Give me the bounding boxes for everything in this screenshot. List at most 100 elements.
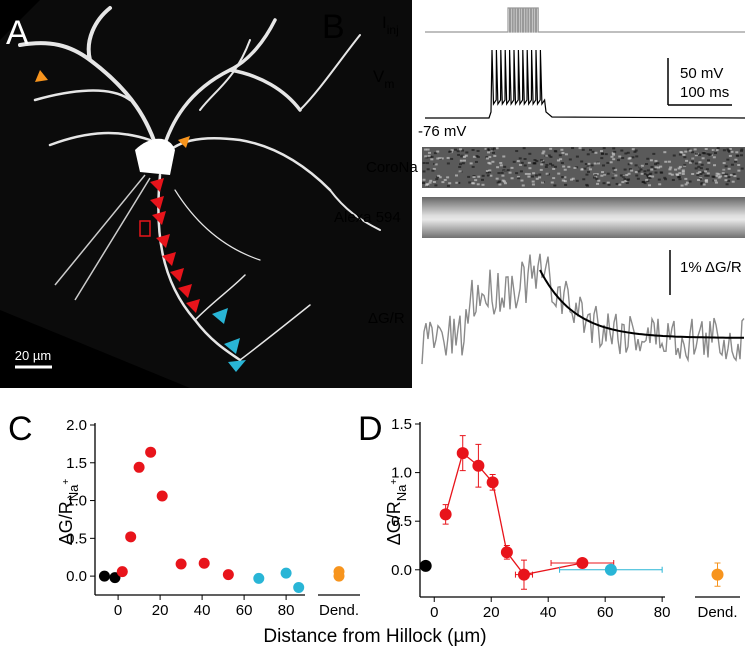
strip-noise xyxy=(553,165,557,168)
strip-noise xyxy=(457,153,461,156)
strip-noise xyxy=(681,170,685,173)
strip-noise xyxy=(613,150,617,153)
strip-noise xyxy=(425,184,429,187)
strip-noise xyxy=(610,155,614,158)
strip-noise xyxy=(722,162,726,165)
strip-noise xyxy=(611,152,615,155)
strip-noise xyxy=(584,163,588,166)
strip-noise xyxy=(619,174,623,177)
strip-noise xyxy=(550,181,554,184)
strip-noise xyxy=(492,147,496,150)
strip-noise xyxy=(521,184,525,187)
data-point xyxy=(156,490,168,502)
strip-noise xyxy=(476,149,480,152)
strip-noise xyxy=(711,149,715,152)
strip-noise xyxy=(621,157,625,160)
strip-noise xyxy=(474,179,478,182)
strip-noise xyxy=(569,178,573,181)
strip-noise xyxy=(697,165,701,168)
micrograph: A 20 µm xyxy=(0,0,412,388)
strip-noise xyxy=(734,160,738,163)
strip-noise xyxy=(560,162,564,165)
strip-noise xyxy=(544,165,548,168)
dend-point xyxy=(711,568,724,581)
strip-noise xyxy=(498,183,502,186)
strip-noise xyxy=(597,179,601,182)
strip-noise xyxy=(716,147,720,150)
strip-noise xyxy=(596,162,600,165)
strip-noise xyxy=(568,158,572,161)
strip-noise xyxy=(627,178,631,181)
strip-noise xyxy=(694,162,698,165)
strip-noise xyxy=(553,184,557,187)
strip-noise xyxy=(714,181,718,184)
strip-noise xyxy=(634,171,638,174)
strip-noise xyxy=(717,173,721,176)
strip-noise xyxy=(575,179,579,182)
strip-noise xyxy=(424,148,428,151)
strip-noise xyxy=(433,152,437,155)
roi-box xyxy=(139,220,151,237)
strip-noise xyxy=(481,183,485,186)
strip-noise xyxy=(700,183,704,186)
strip-noise xyxy=(663,176,667,179)
strip-noise xyxy=(580,168,584,171)
strip-noise xyxy=(457,181,461,184)
scale-label: 1% ΔG/R xyxy=(680,259,742,276)
strip-noise xyxy=(648,184,652,187)
strip-noise xyxy=(448,182,452,185)
strip-noise xyxy=(563,180,567,183)
strip-noise xyxy=(503,180,507,183)
strip-noise xyxy=(426,148,430,151)
strip-noise xyxy=(422,178,426,181)
strip-noise xyxy=(669,166,673,169)
x-tick-label: 80 xyxy=(278,602,295,619)
x-tick-label: 0 xyxy=(114,602,122,619)
strip-noise xyxy=(503,182,507,185)
strip-noise xyxy=(486,174,490,177)
y-tick-label: 1.0 xyxy=(66,493,87,510)
strip-noise xyxy=(698,171,702,174)
strip-noise xyxy=(732,173,736,176)
strip-noise xyxy=(532,162,536,165)
strip-noise xyxy=(728,154,732,157)
strip-noise xyxy=(670,173,674,176)
strip-noise xyxy=(460,155,464,158)
strip-noise xyxy=(427,154,431,157)
strip-noise xyxy=(523,164,527,167)
strip-noise xyxy=(495,177,499,180)
strip-noise xyxy=(432,167,436,170)
strip-noise xyxy=(726,148,730,151)
x-tick-label: 60 xyxy=(597,604,614,621)
strip-noise xyxy=(503,165,507,168)
strip-noise xyxy=(713,164,717,167)
strip-noise xyxy=(596,182,600,185)
panel-label: A xyxy=(6,14,29,52)
strip-noise xyxy=(436,157,440,160)
strip-noise xyxy=(693,148,697,151)
strip-noise xyxy=(634,149,638,152)
y-tick-label: 2.0 xyxy=(66,417,87,434)
strip-noise xyxy=(667,160,671,163)
strip-noise xyxy=(461,162,465,165)
strip-noise xyxy=(527,175,531,178)
data-point xyxy=(486,476,499,489)
strip-noise xyxy=(633,150,637,153)
strip-noise xyxy=(519,170,523,173)
trace-label: ΔG/R xyxy=(368,310,405,327)
strip-noise xyxy=(488,162,492,165)
strip-noise xyxy=(517,177,521,180)
strip-noise xyxy=(437,174,441,177)
y-axis-label: ΔG/RNa+ xyxy=(56,479,81,546)
strip-noise xyxy=(653,167,657,170)
plot: 0.0 0.5 1.0 1.5 0 20 40 60 80 Dend. xyxy=(391,416,740,621)
data-point xyxy=(456,447,469,460)
strip-noise xyxy=(581,148,585,151)
strip-noise xyxy=(621,175,625,178)
trace-label: Vm xyxy=(373,67,394,91)
strip-noise xyxy=(712,156,716,159)
strip-noise xyxy=(571,177,575,180)
strip-noise xyxy=(737,164,741,167)
strip-noise xyxy=(628,168,632,171)
